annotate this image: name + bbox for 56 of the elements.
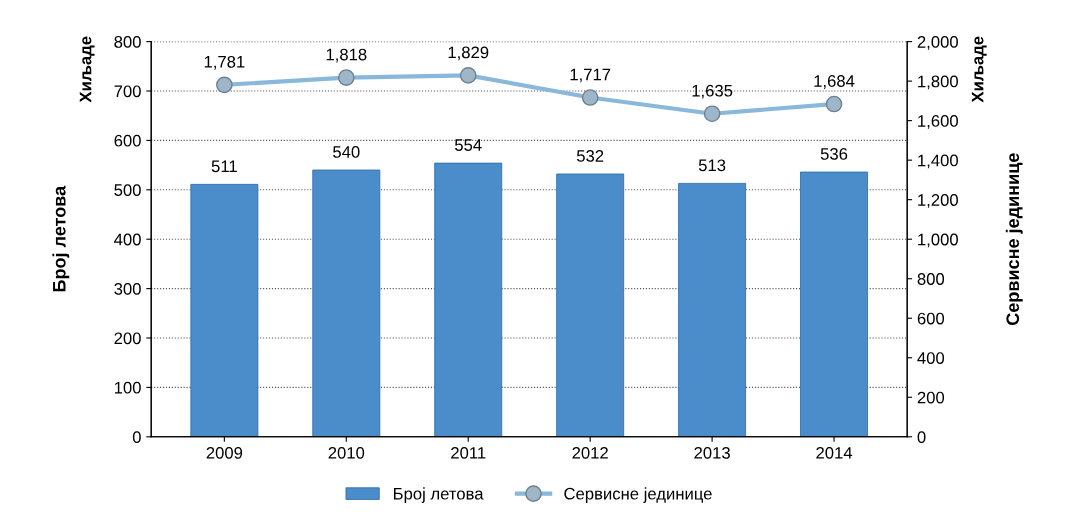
y2-tick-label: 1,800 bbox=[918, 75, 958, 90]
data-label: 536 bbox=[820, 148, 848, 160]
data-label: 1,818 bbox=[326, 48, 367, 63]
x-tick-label: 2010 bbox=[328, 446, 365, 459]
point bbox=[825, 95, 843, 113]
bar bbox=[556, 173, 625, 437]
y2-tick-label: 600 bbox=[917, 312, 945, 325]
y2-tick-label: 1,200 bbox=[918, 194, 958, 208]
x-tick-label: 2012 bbox=[572, 446, 608, 459]
y2-tick-label: 1,000 bbox=[918, 233, 958, 248]
data-label: 513 bbox=[698, 159, 726, 172]
bar bbox=[312, 169, 381, 437]
y2-tick-label: 200 bbox=[917, 391, 945, 404]
point bbox=[337, 69, 355, 86]
data-label: 1,829 bbox=[448, 46, 489, 61]
y2-tick-label: 1,600 bbox=[918, 115, 958, 129]
y-tick-label: 800 bbox=[114, 36, 141, 48]
data-label: 1,684 bbox=[814, 75, 855, 89]
data-label: 1,635 bbox=[692, 84, 733, 99]
y-tick-label: 600 bbox=[114, 134, 141, 147]
x-tick-label: 2009 bbox=[206, 446, 243, 459]
bar bbox=[190, 183, 259, 437]
point bbox=[459, 67, 477, 84]
y2-tick-label: 2,000 bbox=[917, 36, 958, 50]
point bbox=[703, 105, 721, 123]
text: Хиљаде bbox=[79, 36, 95, 103]
y-tick-label: 700 bbox=[114, 85, 141, 98]
y-tick-label: 300 bbox=[114, 283, 141, 295]
y-tick-label: 400 bbox=[114, 233, 141, 246]
data-label: 554 bbox=[455, 139, 482, 151]
y2-tick-label: 1,400 bbox=[918, 154, 958, 169]
point bbox=[581, 89, 599, 106]
data-label: 1,717 bbox=[570, 68, 611, 83]
y2-tick-label: 800 bbox=[917, 273, 945, 285]
legend-label: Сервисне јединице bbox=[564, 487, 712, 503]
x-tick-label: 2013 bbox=[694, 446, 730, 459]
bar bbox=[800, 171, 868, 437]
data-label: 1,781 bbox=[204, 55, 245, 70]
y2-tick-label: 400 bbox=[917, 352, 945, 364]
bar bbox=[678, 182, 747, 437]
x-tick-label: 2011 bbox=[451, 446, 486, 459]
y-tick-label: 100 bbox=[114, 381, 141, 394]
x-tick-label: 2014 bbox=[816, 446, 853, 459]
data-label: 540 bbox=[333, 146, 360, 158]
y-axis-title: Број летова bbox=[52, 185, 70, 292]
data-label: 532 bbox=[576, 150, 604, 162]
legend-label: Број летова bbox=[393, 487, 484, 503]
y-tick-label: 0 bbox=[132, 431, 141, 443]
y2-axis-title: Сервисне јединице bbox=[1005, 153, 1023, 325]
bar bbox=[434, 162, 503, 437]
y2-tick-label: 0 bbox=[917, 431, 926, 443]
y-tick-label: 500 bbox=[114, 184, 141, 196]
text: Хиљаде bbox=[971, 36, 987, 103]
y-tick-label: 200 bbox=[114, 332, 141, 345]
data-label: 511 bbox=[211, 160, 237, 173]
point bbox=[216, 76, 233, 94]
